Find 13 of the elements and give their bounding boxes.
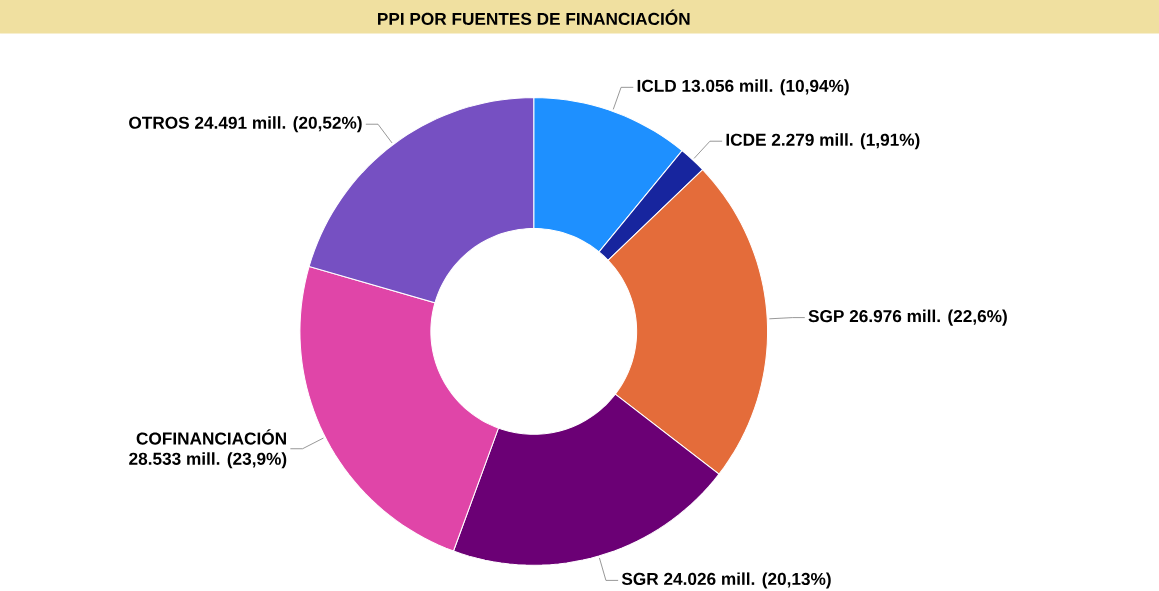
chart-title: PPI POR FUENTES DE FINANCIACIÓN xyxy=(378,9,690,25)
data-label: 2.279 mill. (1,91%) xyxy=(771,132,920,149)
slice-label: COFINANCIACIÓN xyxy=(136,428,286,445)
slice-label: SGP xyxy=(808,309,844,322)
slice-label: ICLD xyxy=(637,79,676,92)
slice-label: ICDE xyxy=(726,133,766,146)
data-label: 24.026 mill. (20,13%) xyxy=(664,572,831,589)
data-label: 26.976 mill. (22,6%) xyxy=(849,309,1007,326)
data-label: 13.056 mill. (10,94%) xyxy=(682,79,849,96)
data-label: 24.491 mill. (20,52%) xyxy=(195,115,362,133)
data-label: 28.533 mill. (23,9%) xyxy=(129,452,287,469)
slice-label: SGR xyxy=(621,572,659,585)
slice-label: OTROS xyxy=(129,116,189,129)
